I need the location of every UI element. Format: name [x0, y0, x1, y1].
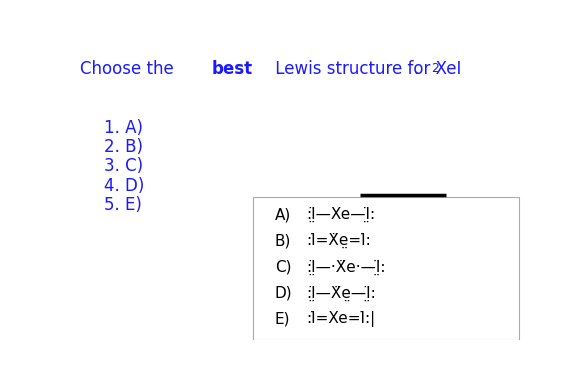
Text: 4. D): 4. D) [105, 177, 145, 195]
Text: 2: 2 [431, 62, 439, 75]
Text: best: best [212, 60, 253, 78]
Text: 5. E): 5. E) [105, 196, 142, 214]
Text: Lewis structure for XeI: Lewis structure for XeI [270, 60, 461, 78]
Text: 2. B): 2. B) [105, 138, 143, 156]
Text: :İ=Ẍe̤=İ:: :İ=Ẍe̤=İ: [306, 233, 371, 248]
Text: 3. C): 3. C) [105, 157, 143, 175]
Text: 1. A): 1. A) [105, 119, 143, 137]
Text: :Ï̤—Ẍe̤—Ï̤:: :Ï̤—Ẍe̤—Ï̤: [306, 286, 376, 301]
Text: E): E) [275, 312, 290, 327]
Text: A): A) [275, 207, 291, 222]
Text: Choose the: Choose the [80, 60, 179, 78]
Text: C): C) [275, 259, 292, 275]
Text: B): B) [275, 233, 292, 248]
Text: D): D) [275, 286, 293, 301]
Text: :İ=Xe=İ:|: :İ=Xe=İ:| [306, 311, 375, 327]
Text: .: . [413, 60, 419, 78]
Text: :Ï̤—Xe—Ï̤:: :Ï̤—Xe—Ï̤: [306, 207, 375, 222]
Bar [253, 197, 519, 340]
Text: :Ï̤—·Ẍe·—Ï̤:: :Ï̤—·Ẍe·—Ï̤: [306, 259, 386, 275]
